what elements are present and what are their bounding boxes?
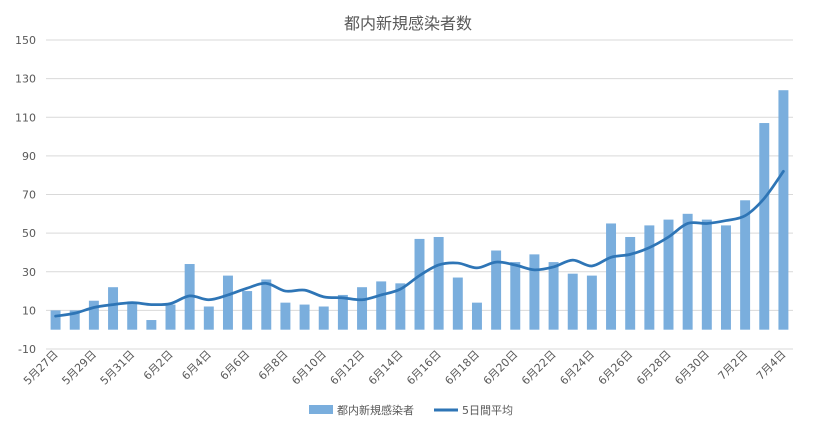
x-tick-label: 6月12日 bbox=[328, 348, 368, 388]
legend-label-line: 5日間平均 bbox=[462, 404, 513, 417]
bar bbox=[88, 300, 99, 330]
bar bbox=[242, 291, 253, 330]
bar bbox=[414, 238, 425, 330]
bar bbox=[491, 250, 502, 330]
bar bbox=[720, 225, 731, 330]
chart-title: 都内新規感染者数 bbox=[344, 14, 472, 33]
legend-swatch-bars bbox=[309, 405, 333, 414]
bar bbox=[625, 236, 636, 330]
bar bbox=[567, 273, 578, 330]
x-tick-label: 6月30日 bbox=[672, 348, 712, 388]
bar bbox=[203, 306, 214, 330]
x-tick-label: 7月2日 bbox=[716, 348, 751, 383]
bar bbox=[376, 281, 387, 330]
y-tick-label: 30 bbox=[22, 266, 36, 279]
bar bbox=[529, 254, 540, 330]
x-tick-label: 6月14日 bbox=[366, 348, 406, 388]
bar bbox=[50, 310, 61, 330]
bar bbox=[682, 213, 693, 330]
y-tick-label: 130 bbox=[15, 73, 36, 86]
bar bbox=[299, 304, 310, 330]
bar bbox=[701, 219, 712, 330]
y-tick-label: 50 bbox=[22, 227, 36, 240]
y-axis: -10 10 30 50 70 90 110 130 150 bbox=[15, 34, 36, 356]
bar bbox=[433, 236, 444, 330]
x-tick-label: 6月22日 bbox=[519, 348, 559, 388]
y-tick-label: 90 bbox=[22, 150, 36, 163]
bar bbox=[471, 302, 482, 330]
bar bbox=[337, 294, 348, 330]
y-tick-label: 110 bbox=[15, 111, 36, 124]
bar bbox=[510, 262, 521, 330]
x-tick-label: 5月31日 bbox=[98, 348, 138, 388]
bar bbox=[663, 219, 674, 330]
bar bbox=[318, 306, 329, 330]
x-tick-label: 6月8日 bbox=[256, 348, 291, 383]
x-tick-label: 6月20日 bbox=[481, 348, 521, 388]
bar bbox=[280, 302, 291, 330]
x-tick-label: 7月4日 bbox=[754, 348, 789, 383]
x-tick-label: 6月2日 bbox=[141, 348, 176, 383]
y-tick-label: 10 bbox=[22, 304, 36, 317]
y-tick-label: 150 bbox=[15, 34, 36, 47]
x-tick-label: 6月6日 bbox=[218, 348, 253, 383]
x-tick-label: 6月18日 bbox=[442, 348, 482, 388]
bar bbox=[452, 277, 463, 330]
x-tick-label: 6月24日 bbox=[557, 348, 597, 388]
bar bbox=[395, 283, 406, 330]
bar bbox=[644, 225, 655, 330]
bar bbox=[778, 90, 789, 330]
x-tick-label: 6月16日 bbox=[404, 348, 444, 388]
bar bbox=[357, 287, 368, 330]
x-tick-label: 6月26日 bbox=[596, 348, 636, 388]
legend-label-bars: 都内新規感染者 bbox=[337, 403, 414, 417]
legend: 都内新規感染者 5日間平均 bbox=[309, 403, 513, 417]
bar bbox=[108, 287, 119, 330]
bar bbox=[261, 279, 272, 330]
x-tick-label: 6月10日 bbox=[289, 348, 329, 388]
bar bbox=[222, 275, 233, 330]
y-tick-label: 70 bbox=[22, 189, 36, 202]
y-tick-label: -10 bbox=[18, 343, 36, 356]
bar bbox=[548, 262, 559, 330]
line-series bbox=[54, 169, 785, 318]
x-tick-label: 6月4日 bbox=[179, 348, 214, 383]
bar-series bbox=[50, 90, 789, 330]
bar bbox=[740, 200, 751, 330]
bar bbox=[127, 302, 138, 330]
x-tick-label: 5月29日 bbox=[59, 348, 99, 388]
bar bbox=[759, 123, 770, 330]
bar bbox=[69, 310, 80, 330]
x-tick-label: 6月28日 bbox=[634, 348, 674, 388]
bar bbox=[586, 275, 597, 330]
bar bbox=[146, 320, 157, 330]
bar bbox=[606, 223, 617, 330]
bar bbox=[165, 304, 176, 330]
average-line bbox=[54, 169, 785, 318]
